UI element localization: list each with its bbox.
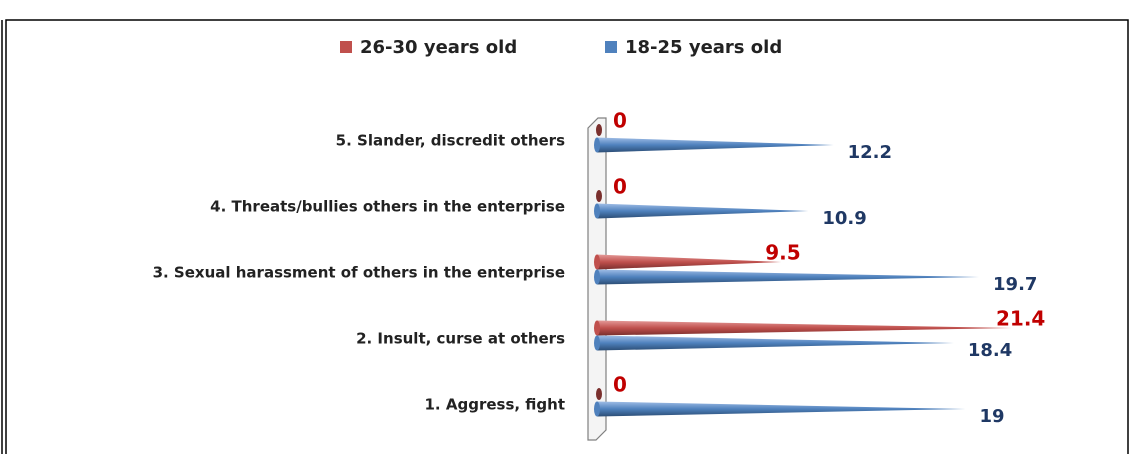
cone-bar: [597, 269, 980, 285]
value-label: 0: [613, 373, 627, 397]
cone-bar: [596, 388, 602, 400]
category-label: 4. Threats/bullies others in the enterpr…: [210, 198, 565, 216]
cone-bar: [597, 203, 809, 219]
cone-bar: [597, 254, 782, 270]
cone-base: [594, 203, 600, 219]
cone-bar: [597, 335, 954, 351]
category-label: 3. Sexual harassment of others in the en…: [153, 264, 565, 282]
category-label: 2. Insult, curse at others: [356, 330, 565, 348]
value-label: 10.9: [822, 208, 866, 229]
cone-base: [594, 254, 600, 270]
value-label: 21.4: [996, 307, 1045, 331]
legend-swatch: [340, 41, 352, 53]
cone-bar: [596, 124, 602, 136]
value-label: 9.5: [765, 241, 800, 265]
cone-bar: [597, 320, 1012, 336]
cone-bar: [597, 137, 834, 153]
cone-bar: [597, 401, 966, 417]
cone-base: [594, 335, 600, 351]
value-label: 0: [613, 109, 627, 133]
value-label: 0: [613, 175, 627, 199]
legend-swatch: [605, 41, 617, 53]
cone-base: [594, 320, 600, 336]
cone-base: [594, 401, 600, 417]
cone-base: [594, 137, 600, 153]
cone-bar: [596, 190, 602, 202]
category-label: 5. Slander, discredit others: [336, 132, 565, 150]
value-label: 19: [979, 406, 1004, 427]
category-label: 1. Aggress, fight: [425, 396, 566, 414]
value-label: 19.7: [993, 274, 1037, 295]
cone-base: [594, 269, 600, 285]
value-label: 12.2: [848, 142, 892, 163]
value-label: 18.4: [968, 340, 1012, 361]
legend-label: 18-25 years old: [625, 37, 782, 58]
frame: [5, 19, 1129, 454]
legend-label: 26-30 years old: [360, 37, 517, 58]
